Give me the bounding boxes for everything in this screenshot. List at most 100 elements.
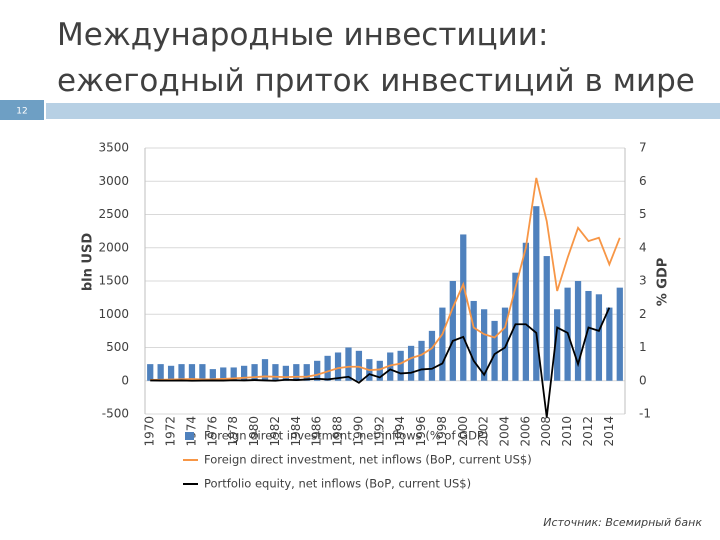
bar [345,347,352,381]
bar [585,290,592,381]
bar [293,364,300,381]
bar [501,307,509,381]
bar [282,365,289,381]
y-tick-label: 500 [106,340,129,354]
line [150,177,621,381]
bar [533,206,540,381]
y2-tick-label: 6 [639,174,647,188]
bar [491,320,498,381]
bar [303,364,310,381]
bar [481,309,488,381]
y-tick-label: 3000 [98,174,129,188]
x-tick-label: 2012 [581,416,595,447]
x-tick-label: 2006 [518,416,532,447]
bar [157,364,164,381]
bar [220,367,227,381]
bar [407,345,415,381]
x-tick-label: 1986 [310,416,324,447]
bar [230,367,237,381]
y2-tick-label: -1 [639,407,651,421]
legend-label: Foreign direct investment, net inflows (… [204,429,488,443]
bar [147,364,154,381]
legend-label: Portfolio equity, net inflows (BoP, curr… [204,477,471,491]
x-tick-label: 2000 [456,416,470,447]
x-tick-label: 1970 [143,416,157,447]
x-tick-label: 1984 [289,416,303,447]
bar [460,234,467,381]
title-line: ежегодный приток инвестиций в мире [57,63,695,99]
y-axis-label: bln USD [81,233,96,291]
bar [376,360,383,381]
y-tick-label: 2500 [98,207,129,221]
bar [616,287,623,381]
x-tick-label: 2014 [602,416,616,447]
bar [595,294,603,381]
y2-tick-label: 4 [639,240,647,254]
bar [241,365,248,381]
bar [418,340,425,381]
slide-number-box [0,100,44,120]
x-tick-label: 1972 [164,416,178,447]
bar [470,300,477,381]
y-tick-label: 1000 [98,307,129,321]
x-tick-label: 1982 [268,416,282,447]
x-tick-label: 1988 [331,416,345,447]
x-tick-label: 1980 [247,416,261,447]
bar [439,307,446,381]
bar [512,272,519,381]
bar [428,330,436,381]
x-tick-label: 1974 [184,416,198,447]
x-tick-label: 1992 [372,416,386,447]
x-tick-label: 1990 [351,416,365,447]
x-tick-label: 1996 [414,416,428,447]
bar [324,355,331,381]
bar [251,364,258,381]
bar [355,350,363,381]
y2-tick-label: 3 [639,274,647,288]
bar [397,350,404,381]
line [150,307,611,418]
slide-number: 12 [16,107,27,117]
bar [554,309,561,381]
source: Источник: Всемирный банк [543,516,702,529]
title-line: Международные инвестиции: [57,17,548,53]
bar [209,369,216,381]
x-tick-label: 1998 [435,416,449,447]
y-tick-label: 0 [121,373,129,387]
y2-tick-label: 2 [639,307,647,321]
bar [574,281,582,381]
y2-tick-label: 1 [639,340,647,354]
legend-label: Foreign direct investment, net inflows (… [204,453,532,467]
x-tick-label: 1994 [393,416,407,447]
y-tick-label: 1500 [98,274,129,288]
y-tick-label: 2000 [98,240,129,254]
x-tick-label: 2010 [560,416,574,447]
bar [543,256,550,381]
bar [334,352,342,381]
y2-tick-label: 5 [639,207,647,221]
y2-axis-label: % GDP [656,258,671,307]
bar [167,365,175,381]
bar [188,364,196,381]
x-tick-label: 2008 [539,416,553,447]
bar [199,364,206,381]
bar [178,364,185,381]
y-tick-label: 3500 [98,141,129,155]
y-tick-label: -500 [102,407,129,421]
legend-swatch [185,432,194,440]
bar [606,307,613,381]
x-tick-label: 1976 [205,416,219,447]
y2-tick-label: 0 [639,373,647,387]
x-tick-label: 1978 [226,416,240,447]
header-band [46,103,720,119]
bar [449,281,456,381]
bar [261,359,269,381]
bar [387,352,394,381]
bar [272,364,279,381]
x-tick-label: 2002 [477,416,491,447]
bar [314,360,321,381]
x-tick-label: 2004 [498,416,512,447]
bar [522,242,529,381]
y2-tick-label: 7 [639,141,647,155]
